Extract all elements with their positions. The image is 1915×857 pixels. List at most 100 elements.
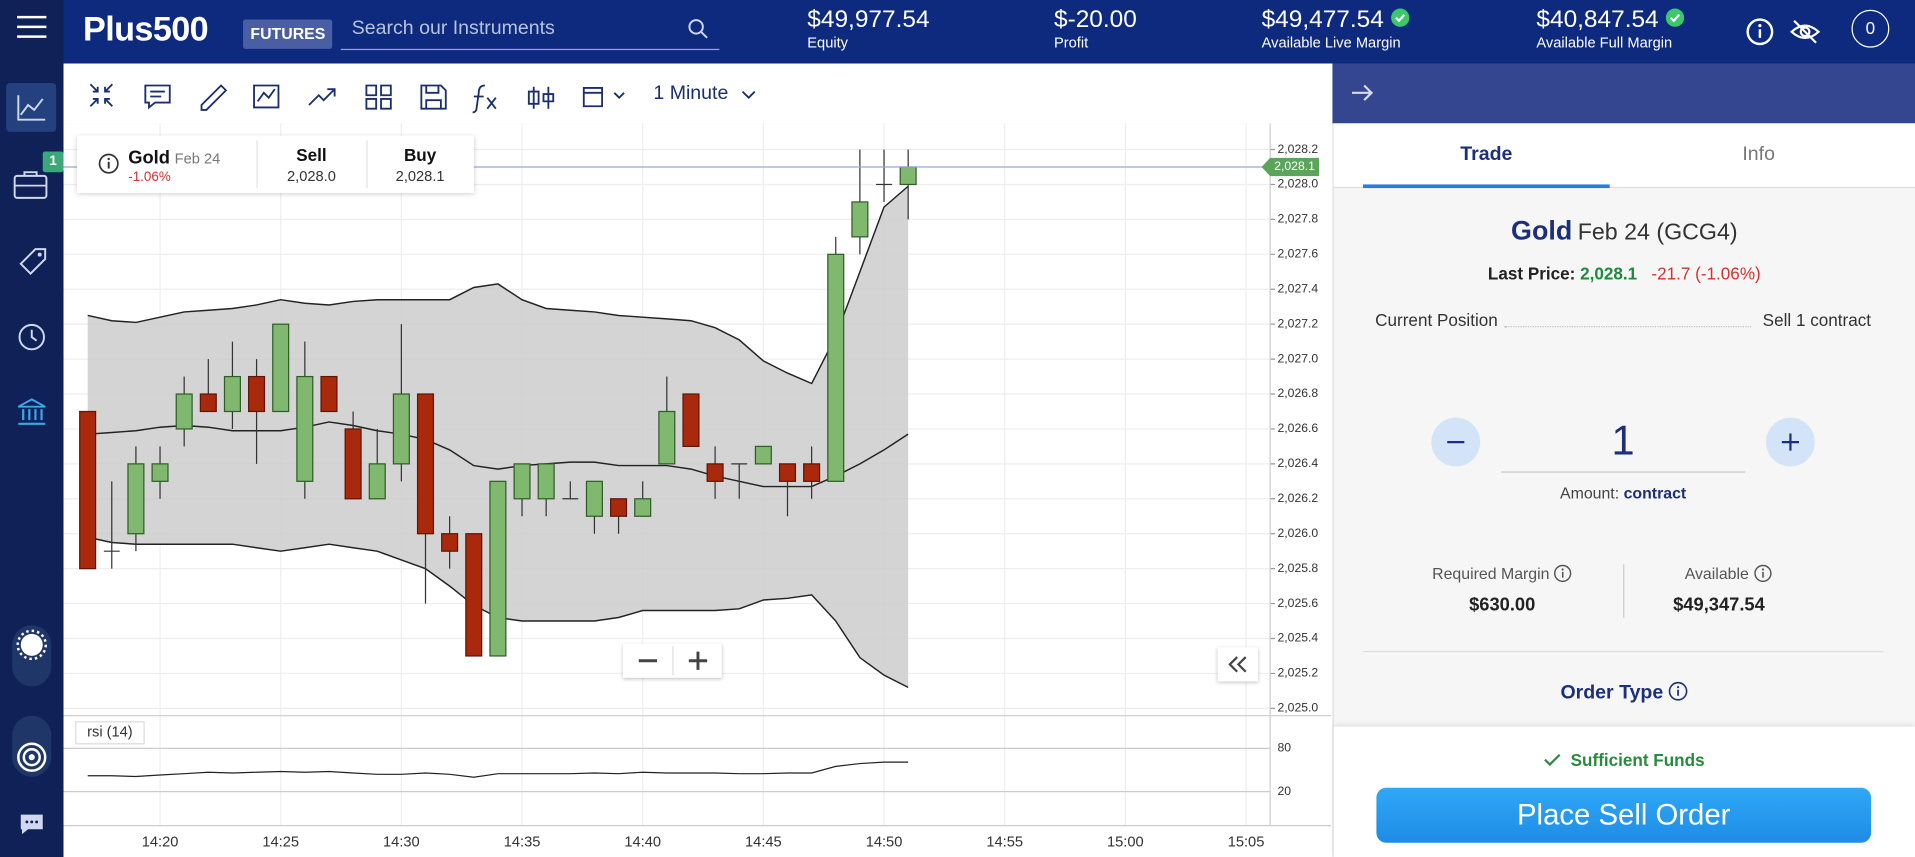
order-footer: Sufficient Funds Place Sell Order bbox=[1333, 726, 1915, 857]
candle-body bbox=[610, 498, 628, 517]
price-axis-background bbox=[1270, 123, 1332, 857]
funds-icon[interactable] bbox=[15, 396, 49, 428]
candle-body bbox=[416, 393, 435, 535]
draw-icon[interactable] bbox=[200, 84, 228, 111]
trade-panel bbox=[1332, 63, 1915, 857]
info-button[interactable] bbox=[1745, 17, 1774, 46]
tab-info[interactable]: Info bbox=[1742, 144, 1775, 165]
stat-number: $49,477.54 bbox=[1261, 6, 1384, 33]
price-change: -21.7 (-1.06%) bbox=[1651, 263, 1761, 284]
candle-body bbox=[320, 375, 338, 413]
rsi-line bbox=[87, 761, 909, 778]
history-icon[interactable] bbox=[15, 320, 49, 354]
chart-icon bbox=[17, 95, 46, 121]
info-icon[interactable] bbox=[1669, 681, 1689, 701]
info-icon[interactable] bbox=[98, 153, 120, 175]
required-margin: $630.00 bbox=[1469, 594, 1536, 616]
y-tick-label: 2,025.6 bbox=[1277, 596, 1318, 610]
dotted-leader bbox=[1504, 326, 1752, 328]
y-tick-label: 2,027.2 bbox=[1277, 316, 1318, 330]
logo[interactable]: Plus500 bbox=[83, 9, 209, 48]
stat-number: $40,847.54 bbox=[1536, 6, 1659, 33]
portfolio-badge: 1 bbox=[42, 151, 64, 173]
y-tick-label: 2,027.4 bbox=[1277, 281, 1318, 295]
x-tick-label: 15:05 bbox=[1228, 835, 1265, 851]
panel-tabs: Trade Info bbox=[1333, 123, 1915, 189]
layout-icon[interactable] bbox=[365, 84, 392, 110]
funds-status-row: Sufficient Funds bbox=[1334, 750, 1915, 769]
target-toggle[interactable] bbox=[12, 715, 52, 777]
portfolio-icon[interactable] bbox=[12, 169, 51, 201]
info-icon[interactable] bbox=[1554, 564, 1572, 583]
band-fill bbox=[87, 186, 909, 688]
timeframe[interactable]: 1 Minute bbox=[653, 83, 729, 104]
candle-body bbox=[79, 410, 97, 570]
instrument-card[interactable]: Gold Feb 24 -1.06% Sell 2,028.0 Buy 2,028.… bbox=[76, 135, 474, 193]
close-panel-arrow[interactable] bbox=[1332, 64, 1381, 124]
zoom-in[interactable] bbox=[688, 651, 708, 670]
chart-toolbar: 1 Minute bbox=[63, 63, 1333, 125]
collapse-button[interactable] bbox=[1217, 647, 1258, 682]
candle-body bbox=[585, 480, 603, 517]
product-badge: FUTURES bbox=[243, 19, 333, 49]
candle-body bbox=[151, 463, 169, 482]
y-tick-label: 2,026.4 bbox=[1277, 456, 1318, 470]
candle-type-icon[interactable] bbox=[527, 86, 555, 109]
instrument-expiry: Feb 24 bbox=[174, 150, 221, 168]
fullscreen-icon[interactable] bbox=[89, 83, 114, 107]
candle-body bbox=[248, 375, 266, 413]
zoom-controls bbox=[622, 643, 722, 678]
y-tick-label: 2,027.8 bbox=[1277, 212, 1318, 226]
stat-value: $49,477.54 bbox=[1262, 6, 1409, 34]
chat-icon[interactable] bbox=[18, 812, 45, 836]
candle-body bbox=[803, 463, 821, 482]
candle-body bbox=[296, 375, 314, 482]
tag-icon[interactable] bbox=[16, 244, 50, 278]
search-box[interactable]: Search our Instruments bbox=[340, 12, 720, 51]
theme-toggle[interactable] bbox=[12, 625, 52, 687]
order-type[interactable]: Order Type bbox=[1560, 682, 1664, 704]
candle-body bbox=[513, 463, 531, 500]
timeframe-chevron[interactable] bbox=[741, 90, 756, 99]
y-tick-label: 2,027.0 bbox=[1277, 351, 1318, 365]
candle-body bbox=[368, 463, 386, 500]
check-icon bbox=[1544, 753, 1561, 767]
save-icon[interactable] bbox=[420, 84, 447, 110]
x-tick-label: 14:25 bbox=[262, 835, 299, 851]
x-tick-label: 14:30 bbox=[383, 835, 420, 851]
rsi-label-box bbox=[75, 721, 145, 745]
buy-quote[interactable]: Buy 2,028.1 bbox=[366, 145, 473, 184]
calendar-icon[interactable] bbox=[582, 87, 625, 108]
order-type-row: Order Type bbox=[1334, 681, 1915, 704]
last-price-label: Last Price: bbox=[1487, 263, 1576, 284]
amount-input[interactable]: 1 bbox=[1500, 418, 1746, 473]
price-chart: 14:20 14:25 14:30 14:35 14:40 14:45 14:50 14:55… bbox=[63, 123, 1332, 857]
notes-icon[interactable] bbox=[144, 84, 171, 110]
amount-unit: contract bbox=[1623, 483, 1687, 502]
trend-icon[interactable] bbox=[308, 88, 336, 106]
menu-button[interactable] bbox=[0, 0, 64, 64]
chart-nav-active[interactable] bbox=[6, 83, 57, 132]
y-tick-label: 2,026.6 bbox=[1277, 421, 1318, 435]
function-icon[interactable] bbox=[472, 84, 497, 114]
hide-button[interactable] bbox=[1789, 17, 1821, 46]
toolbar-icons bbox=[89, 83, 756, 114]
rsi-tick-label: 80 bbox=[1277, 741, 1291, 755]
x-tick-label: 15:00 bbox=[1107, 835, 1144, 851]
sell-quote[interactable]: Sell 2,028.0 bbox=[256, 145, 366, 184]
panel-title: Gold Feb 24 (GCG4) bbox=[1334, 215, 1915, 247]
candle-body bbox=[778, 463, 797, 482]
info-icon[interactable] bbox=[1753, 564, 1772, 583]
last-price: 2,028.1 bbox=[1580, 263, 1638, 284]
increase-button[interactable] bbox=[1765, 416, 1816, 467]
tab-trade[interactable]: Trade bbox=[1362, 123, 1610, 189]
y-tick-label: 2,025.8 bbox=[1277, 561, 1318, 575]
collapse-icon bbox=[1228, 656, 1247, 673]
notifications[interactable]: 0 bbox=[1851, 9, 1890, 48]
indicator-icon[interactable] bbox=[253, 84, 280, 109]
decrease-button[interactable] bbox=[1430, 416, 1481, 467]
buy-label: Buy bbox=[403, 145, 437, 165]
candle-body bbox=[223, 375, 241, 413]
place-order-button[interactable]: Place Sell Order bbox=[1376, 787, 1872, 843]
